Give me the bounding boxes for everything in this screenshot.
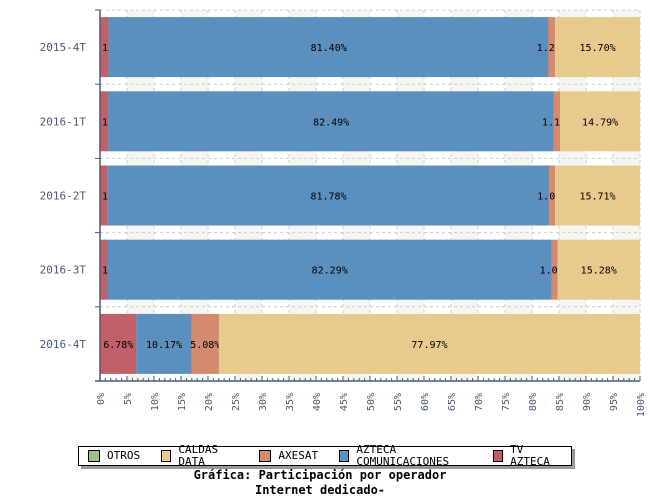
x-tick-label: 65%	[447, 393, 458, 411]
bar-segment	[108, 91, 554, 152]
data-label: 81.40%	[311, 43, 347, 54]
x-tick-label: 75%	[501, 393, 512, 411]
data-label: 15.28%	[581, 266, 617, 277]
data-label: 1.07%	[537, 192, 567, 203]
bar-segment	[549, 165, 556, 226]
category-label: 2016-1T	[40, 115, 87, 128]
x-tick-label: 60%	[420, 393, 431, 411]
legend-label: CALDAS DATA	[178, 443, 219, 468]
legend-swatch	[339, 450, 350, 462]
bar-segment	[100, 165, 108, 226]
data-label: 1.04%	[540, 266, 570, 277]
chart-subtitle: Internet dedicado-	[254, 483, 386, 497]
x-tick-label: 100%	[636, 393, 647, 417]
bar-segment	[557, 239, 640, 300]
legend-item: AXESAT	[259, 450, 318, 462]
category-label: 2016-2T	[40, 190, 87, 203]
data-label: 77.97%	[411, 340, 447, 351]
data-label: 81.78%	[310, 192, 346, 203]
bar-segment	[107, 165, 550, 226]
chart-title: Gráfica: Participación por operador	[193, 468, 447, 482]
bar-segment	[191, 313, 219, 374]
bar-segment	[548, 17, 556, 78]
x-tick-label: 45%	[339, 393, 350, 411]
legend-swatch	[88, 450, 100, 462]
data-label: 1.24%	[537, 43, 567, 54]
bar-segment	[136, 313, 192, 374]
bar-segment	[560, 91, 641, 152]
bar-segment	[107, 239, 552, 300]
bar-segment	[100, 17, 109, 78]
category-label: 2016-4T	[40, 338, 87, 351]
x-tick-label: 10%	[150, 393, 161, 411]
data-label: 1.17%	[542, 117, 572, 128]
x-tick-label: 20%	[204, 393, 215, 411]
x-tick-label: 55%	[393, 393, 404, 411]
bar-segment	[218, 313, 640, 374]
x-tick-label: 70%	[474, 393, 485, 411]
legend-item: AZTECA COMUNICACIONES	[339, 444, 472, 468]
data-label: 82.49%	[313, 117, 349, 128]
x-tick-label: 80%	[528, 393, 539, 411]
legend-item: CALDAS DATA	[161, 444, 238, 468]
x-tick-label: 85%	[555, 393, 566, 411]
bar-segment	[555, 17, 640, 78]
data-label: 6.78%	[103, 340, 133, 351]
x-tick-label: 30%	[258, 393, 269, 411]
legend-item: TV AZTECA	[492, 443, 559, 468]
data-label: 82.29%	[312, 266, 348, 277]
legend-label: OTROS	[107, 449, 141, 462]
category-label: 2016-3T	[40, 264, 87, 277]
x-tick-label: 95%	[609, 393, 620, 411]
x-tick-label: 35%	[285, 393, 296, 411]
legend-swatch	[492, 450, 504, 462]
x-tick-label: 5%	[123, 393, 134, 405]
bar-segment	[555, 165, 640, 226]
legend-swatch	[161, 450, 172, 462]
bar-segment	[100, 91, 109, 152]
bar-segment	[108, 17, 549, 78]
x-tick-label: 90%	[582, 393, 593, 411]
x-tick-label: 25%	[231, 393, 242, 411]
legend-item: OTROS	[88, 450, 140, 462]
x-tick-label: 50%	[366, 393, 377, 411]
x-tick-label: 40%	[312, 393, 323, 411]
legend: OTROS CALDAS DATA AXESAT AZTECA COMUNICACIO…	[78, 443, 572, 468]
x-tick-label: 0%	[96, 393, 107, 405]
data-label: 5.08%	[190, 340, 220, 351]
data-label: 15.70%	[579, 43, 615, 54]
data-label: 14.79%	[582, 117, 618, 128]
category-label: 2015-4T	[40, 41, 87, 54]
data-label: 15.71%	[579, 192, 615, 203]
x-tick-label: 15%	[177, 393, 188, 411]
bar-segment	[100, 239, 108, 300]
bar-segment	[100, 313, 137, 374]
legend-label: AXESAT	[278, 449, 319, 462]
data-label: 10.17%	[146, 340, 182, 351]
legend-swatch	[259, 450, 272, 462]
legend-label: AZTECA COMUNICACIONES	[356, 443, 450, 468]
bar-segment	[553, 91, 561, 152]
legend-label: TV AZTECA	[510, 443, 550, 468]
bar-segment	[551, 239, 558, 300]
